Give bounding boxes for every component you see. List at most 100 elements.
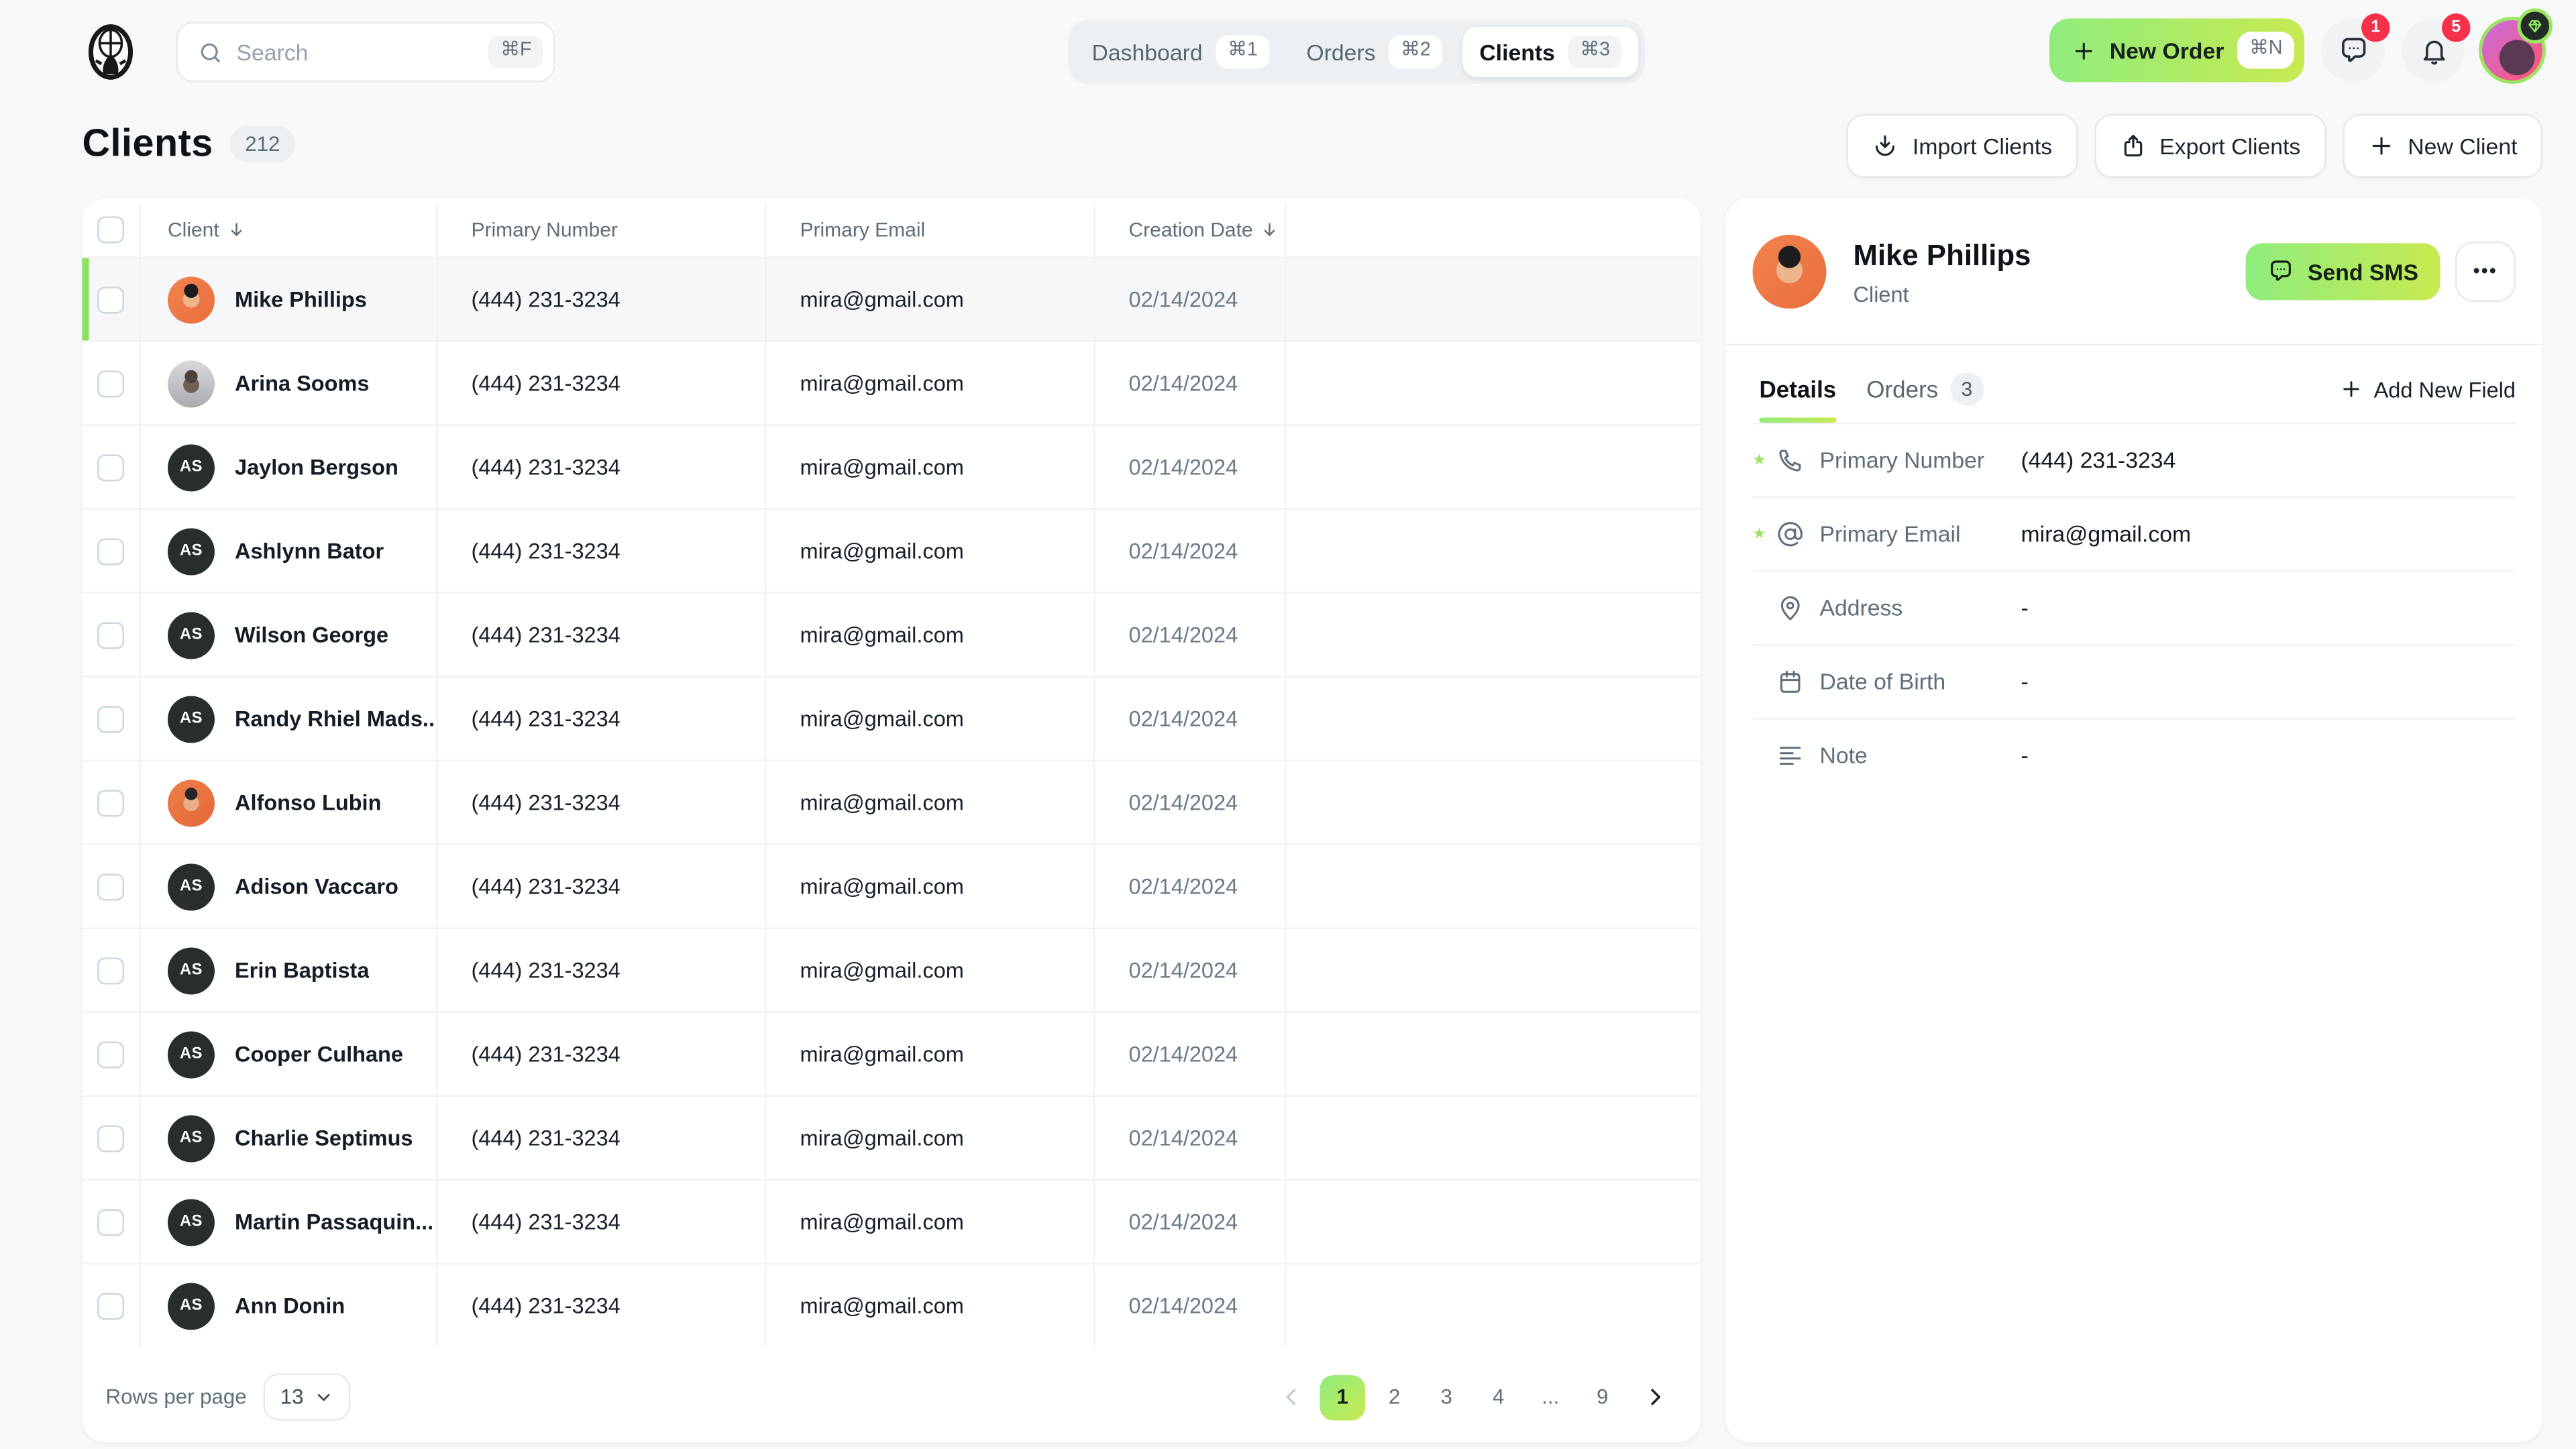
row-checkbox[interactable] [97, 370, 124, 397]
tab-clients[interactable]: Clients ⌘3 [1462, 27, 1639, 77]
row-checkbox-cell [83, 510, 141, 592]
table-row[interactable]: AS Cooper Culhane (444) 231-3234 mira@gmail… [82, 1011, 1701, 1095]
tab-client-orders[interactable]: Orders 3 [1866, 364, 1984, 415]
select-all-checkbox[interactable] [97, 216, 124, 244]
table-header-row: Client Primary Number Primary Email Crea… [83, 203, 1701, 257]
client-name: Martin Passaquin... [235, 1209, 434, 1235]
empty-cell [1287, 1013, 1701, 1095]
row-checkbox-cell [83, 1181, 141, 1263]
tab-dashboard[interactable]: Dashboard ⌘1 [1075, 27, 1287, 77]
row-checkbox[interactable] [97, 789, 124, 816]
primary-email-cell: mira@gmail.com [767, 845, 1095, 928]
field-row-date-of-birth[interactable]: Date of Birth - [1752, 646, 2516, 720]
table-row[interactable]: AS Randy Rhiel Mads... (444) 231-3234 mira@… [82, 676, 1701, 760]
row-checkbox[interactable] [97, 537, 124, 565]
page-button-1[interactable]: 1 [1320, 1374, 1365, 1420]
client-cell: AS Martin Passaquin... [141, 1181, 438, 1263]
user-avatar[interactable] [2482, 8, 2553, 80]
table-row[interactable]: Arina Sooms (444) 231-3234 mira@gmail.com 0… [82, 340, 1701, 425]
row-checkbox[interactable] [97, 621, 124, 649]
new-order-button[interactable]: New Order ⌘N [2049, 18, 2304, 83]
selected-row-indicator [82, 258, 89, 341]
plus-icon [2372, 137, 2390, 155]
search-placeholder: Search [236, 39, 309, 65]
export-clients-button[interactable]: Export Clients [2094, 114, 2326, 178]
table-row[interactable]: AS Ann Donin (444) 231-3234 mira@gmail.com 0… [82, 1263, 1701, 1347]
empty-cell [1287, 678, 1701, 760]
table-row[interactable]: AS Martin Passaquin... (444) 231-3234 mira@… [82, 1179, 1701, 1263]
field-row-address[interactable]: Address - [1752, 572, 2516, 646]
field-label: Address [1819, 595, 1903, 621]
client-name: Mike Phillips [235, 286, 367, 313]
row-checkbox-cell [83, 342, 141, 425]
tab-clients-shortcut: ⌘3 [1568, 36, 1622, 68]
notifications-button[interactable]: 5 [2402, 13, 2471, 83]
page-button-4[interactable]: 4 [1493, 1385, 1505, 1409]
client-name: Mike Phillips [1853, 237, 2031, 271]
new-client-button[interactable]: New Client [2342, 114, 2542, 178]
select-all-cell [83, 203, 141, 257]
next-page-button[interactable] [1632, 1375, 1678, 1420]
rows-per-page-select[interactable]: 13 [263, 1373, 351, 1421]
empty-cell [1287, 426, 1701, 508]
table-row[interactable]: AS Ashlynn Bator (444) 231-3234 mira@gmail.… [82, 508, 1701, 592]
calendar-icon [1776, 667, 1820, 696]
main-nav-tabs: Dashboard ⌘1 Orders ⌘2 Clients ⌘3 [1068, 20, 1646, 84]
row-checkbox[interactable] [97, 1124, 124, 1152]
row-checkbox[interactable] [97, 705, 124, 733]
row-checkbox[interactable] [97, 1292, 124, 1320]
column-header-primary-number[interactable]: Primary Number [438, 203, 767, 257]
avatar [168, 276, 215, 323]
field-row-primary-email[interactable]: ★ Primary Email mira@gmail.com [1752, 498, 2516, 572]
page-button-9[interactable]: 9 [1597, 1385, 1609, 1409]
more-options-button[interactable]: ••• [2455, 241, 2516, 302]
globe-emblem-icon [88, 24, 133, 80]
tab-details[interactable]: Details [1759, 364, 1837, 423]
table-row[interactable]: AS Wilson George (444) 231-3234 mira@gmail.… [82, 592, 1701, 676]
client-name: Erin Baptista [235, 957, 370, 983]
primary-email-cell: mira@gmail.com [767, 1265, 1095, 1347]
send-sms-button[interactable]: Send SMS [2245, 243, 2440, 301]
brand-logo[interactable] [83, 23, 140, 80]
row-checkbox[interactable] [97, 286, 124, 313]
import-clients-button[interactable]: Import Clients [1847, 114, 2078, 178]
pagination: 1 2 3 4... 9 [1268, 1374, 1678, 1420]
previous-page-button[interactable] [1268, 1375, 1313, 1420]
column-header-creation-date[interactable]: Creation Date [1095, 203, 1287, 257]
sort-desc-icon [1264, 223, 1275, 236]
messages-button[interactable]: 1 [2321, 13, 2390, 83]
column-header-client[interactable]: Client [141, 203, 438, 257]
table-row[interactable]: Mike Phillips (444) 231-3234 mira@gmail.co… [82, 256, 1701, 341]
table-row[interactable]: AS Charlie Septimus (444) 231-3234 mira@gma… [82, 1095, 1701, 1179]
add-new-field-button[interactable]: Add New Field [2341, 376, 2516, 402]
table-row[interactable]: Alfonso Lubin (444) 231-3234 mira@gmail.co… [82, 759, 1701, 844]
field-value: (444) 231-3234 [2021, 447, 2176, 474]
export-icon [2123, 134, 2142, 157]
tab-orders[interactable]: Orders ⌘2 [1289, 27, 1459, 77]
field-row-primary-number[interactable]: ★ Primary Number (444) 231-3234 [1752, 425, 2516, 498]
column-header-empty [1287, 203, 1701, 257]
pin-icon [1776, 594, 1820, 623]
client-fields-list: ★ Primary Number (444) 231-3234 ★ Primary Em… [1752, 425, 2516, 792]
field-row-note[interactable]: Note - [1753, 720, 2516, 792]
table-row[interactable]: AS Adison Vaccaro (444) 231-3234 mira@gmail… [82, 843, 1701, 928]
row-checkbox[interactable] [97, 453, 124, 481]
primary-number-cell: (444) 231-3234 [438, 258, 767, 341]
search-input[interactable]: Search ⌘F [176, 21, 555, 83]
creation-date-cell: 02/14/2024 [1095, 929, 1287, 1012]
creation-date-cell: 02/14/2024 [1095, 761, 1287, 844]
field-label: Primary Number [1819, 447, 1985, 474]
page-button-2[interactable]: 2 [1389, 1385, 1401, 1409]
column-header-primary-email[interactable]: Primary Email [767, 203, 1095, 257]
row-checkbox[interactable] [97, 957, 124, 984]
row-checkbox[interactable] [97, 1208, 124, 1236]
table-row[interactable]: AS Jaylon Bergson (444) 231-3234 mira@gmail… [82, 424, 1701, 508]
page-button-3[interactable]: 3 [1440, 1385, 1452, 1409]
tabs-divider [1752, 423, 2516, 425]
empty-cell [1287, 1265, 1701, 1347]
row-checkbox[interactable] [97, 873, 124, 900]
row-checkbox[interactable] [97, 1040, 124, 1068]
creation-date-cell: 02/14/2024 [1095, 1097, 1287, 1179]
table-row[interactable]: AS Erin Baptista (444) 231-3234 mira@gmail.… [82, 927, 1701, 1012]
